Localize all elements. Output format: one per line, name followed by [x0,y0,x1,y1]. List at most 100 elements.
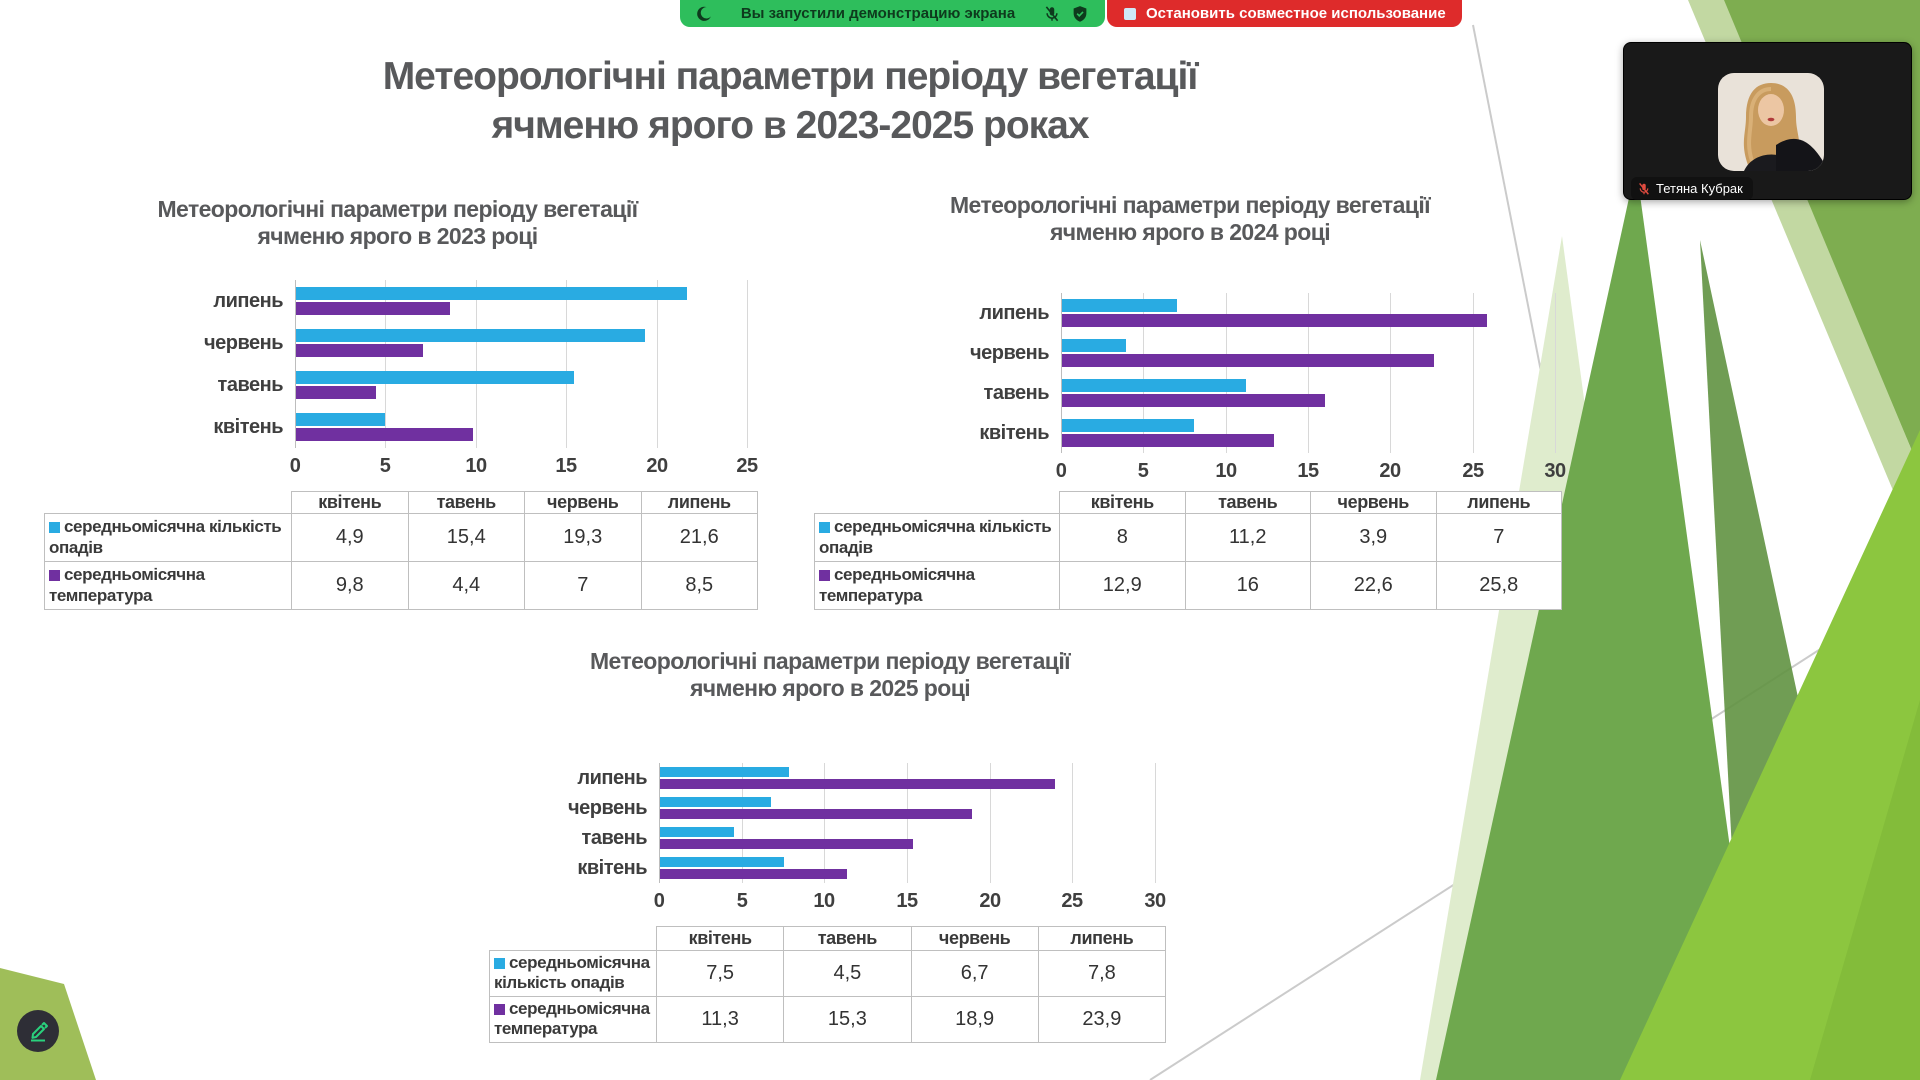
table-value-cell: 4,5 [783,950,912,997]
table-header-cell: червень [1310,491,1437,514]
x-axis-tick: 30 [1544,460,1566,482]
x-axis-tick: 10 [1215,460,1237,482]
table-row-label: середньомісячна кількість опадів [44,513,292,562]
bar-precipitation [296,287,687,300]
x-axis-tick: 0 [1055,460,1067,482]
gridline [1143,293,1144,453]
annotate-button[interactable] [17,1010,59,1052]
table-value-cell: 25,8 [1435,561,1562,610]
table-value-cell: 7 [524,561,642,610]
table-header-cell: тавень [407,491,525,514]
x-axis-tick: 30 [1144,890,1166,912]
participant-name-pill: Тетяна Кубрак [1631,177,1753,200]
gridline [476,280,477,448]
participant-mic-muted-icon [1639,182,1649,195]
bar-precipitation [1062,419,1194,432]
y-axis-label: квітень [213,416,283,438]
table-value-cell: 21,6 [640,513,758,562]
bar-temperature [1062,434,1274,447]
legend-swatch [819,522,830,534]
share-status-banner: Вы запустили демонстрацию экрана [680,0,1105,27]
table-header-cell: липень [1037,926,1167,951]
x-axis-tick: 0 [653,890,665,912]
y-axis-label: липень [979,302,1049,324]
x-axis-tick: 20 [1379,460,1401,482]
table-row-label: середньомісячна кількість опадів [489,950,657,997]
y-axis-line [659,763,660,883]
bar-precipitation [660,827,734,837]
gridline [385,280,386,448]
stop-square-icon [1124,7,1136,20]
bar-temperature [1062,394,1325,407]
table-header-cell: липень [1435,491,1562,514]
y-axis-label: тавень [217,374,284,396]
legend-swatch [494,958,505,969]
chart-2024: Метеорологічні параметри періоду вегетац… [810,192,1570,492]
table-value-cell: 11,2 [1184,513,1311,562]
gridline [990,763,991,883]
bar-temperature [1062,354,1434,367]
table-value-cell: 7,8 [1037,950,1167,997]
bar-precipitation [1062,339,1126,352]
bar-temperature [660,839,913,849]
table-value-cell: 8,5 [640,561,758,610]
legend-swatch [49,522,60,534]
x-axis-tick: 0 [289,455,301,477]
legend-swatch [819,570,830,582]
stop-share-button[interactable]: Остановить совместное использование [1107,0,1462,27]
gridline [747,280,748,448]
table-value-cell: 3,9 [1310,513,1437,562]
table-value-cell: 19,3 [524,513,642,562]
mic-muted-icon[interactable] [1043,5,1061,23]
x-axis-tick: 20 [979,890,1001,912]
y-axis-label: червень [970,342,1049,364]
x-axis-tick: 5 [736,890,748,912]
y-axis-label: квітень [979,422,1049,444]
share-message: Вы запустили демонстрацию экрана [740,5,1016,22]
table-value-cell: 4,4 [407,561,525,610]
participant-tile[interactable]: Тетяна Кубрак [1623,42,1912,200]
x-axis-tick: 10 [465,455,487,477]
bar-precipitation [660,797,771,807]
table-header-cell: тавень [1184,491,1311,514]
gridline [742,763,743,883]
chart-title-2023: Метеорологічні параметри періоду вегетац… [40,196,755,250]
table-value-cell: 18,9 [910,995,1039,1043]
table-header-cell: червень [910,926,1039,951]
table-row-label: середньомісячна температура [814,561,1060,610]
table-value-cell: 11,3 [655,995,785,1043]
bar-temperature [296,386,376,399]
table-value-cell: 9,8 [291,561,409,610]
bar-precipitation [660,767,789,777]
y-axis-label: квітень [577,857,647,879]
chart-2023: Метеорологічні параметри періоду вегетац… [40,196,759,496]
bar-temperature [296,428,473,441]
y-axis-label: червень [568,797,647,819]
chart-title-2025: Метеорологічні параметри періоду вегетац… [480,648,1180,702]
x-axis-tick: 15 [1297,460,1319,482]
chart-title-line2: ячменю ярого в 2023 році [257,223,538,249]
bar-temperature [660,809,972,819]
slide-title-line1: Метеорологічні параметри періоду вегетац… [382,55,1199,98]
table-value-cell: 15,4 [407,513,525,562]
gridline [1473,293,1474,453]
table-corner-cell [814,491,1060,514]
table-header-cell: квітень [1059,491,1186,514]
table-row-label: середньомісячна температура [44,561,292,610]
bar-temperature [1062,314,1487,327]
y-axis-label: тавень [983,382,1050,404]
chart-title-line1: Метеорологічні параметри періоду вегетац… [157,196,639,222]
bar-precipitation [296,413,385,426]
shield-check-icon[interactable] [1071,5,1089,23]
share-bar: Вы запустили демонстрацию экрана Останов… [680,0,1462,27]
table-header-cell: липень [640,491,758,514]
chart-title-line2: ячменю ярого в 2024 році [1049,219,1331,245]
participant-avatar [1718,73,1824,171]
participant-name: Тетяна Кубрак [1656,181,1743,196]
x-axis-tick: 15 [555,455,577,477]
gridline [566,280,567,448]
gridline [1226,293,1227,453]
table-value-cell: 15,3 [783,995,912,1043]
